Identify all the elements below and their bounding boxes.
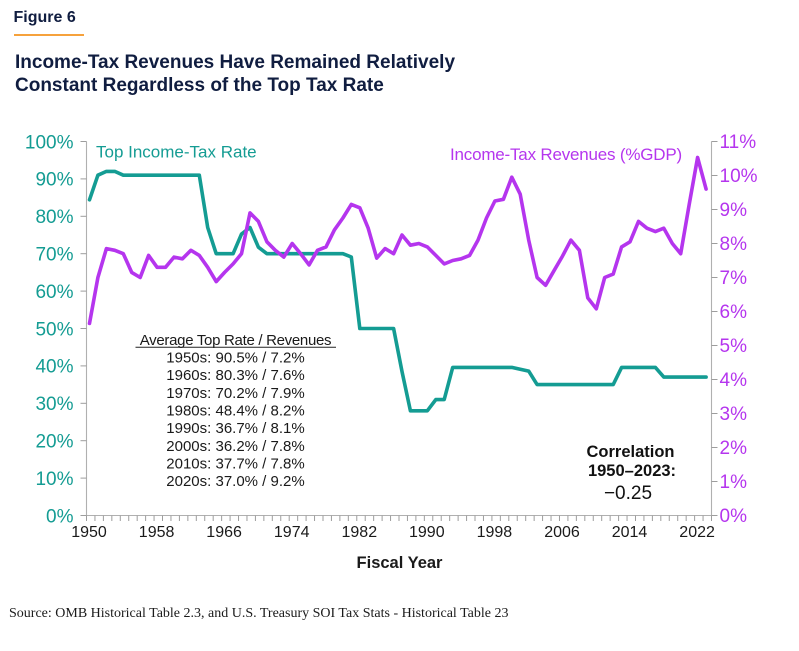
svg-text:0%: 0% [720, 506, 748, 527]
svg-text:1998: 1998 [477, 524, 513, 541]
svg-text:5%: 5% [720, 336, 748, 357]
svg-text:3%: 3% [720, 404, 748, 425]
svg-text:1970s: 70.2% / 7.9%: 1970s: 70.2% / 7.9% [166, 385, 304, 402]
svg-text:Fiscal Year: Fiscal Year [357, 554, 444, 572]
svg-text:2006: 2006 [544, 524, 580, 541]
svg-text:2020s: 37.0% / 9.2%: 2020s: 37.0% / 9.2% [166, 473, 304, 490]
svg-text:−0.25: −0.25 [604, 483, 652, 504]
svg-text:2010s: 37.7% / 7.8%: 2010s: 37.7% / 7.8% [166, 456, 304, 473]
svg-text:9%: 9% [720, 200, 748, 221]
svg-text:100%: 100% [25, 132, 74, 153]
svg-text:1990s: 36.7% / 8.1%: 1990s: 36.7% / 8.1% [166, 420, 304, 437]
svg-text:1980s: 48.4% / 8.2%: 1980s: 48.4% / 8.2% [166, 403, 304, 420]
svg-text:2014: 2014 [612, 524, 648, 541]
svg-text:1974: 1974 [274, 524, 310, 541]
svg-text:Average Top Rate / Revenues: Average Top Rate / Revenues [140, 332, 331, 349]
svg-text:2000s: 36.2% / 7.8%: 2000s: 36.2% / 7.8% [166, 438, 304, 455]
svg-text:1950–2023:: 1950–2023: [588, 462, 676, 480]
svg-text:Correlation: Correlation [586, 443, 674, 461]
svg-text:70%: 70% [35, 245, 73, 266]
svg-text:1958: 1958 [139, 524, 175, 541]
svg-text:80%: 80% [35, 207, 73, 228]
svg-text:Top Income-Tax Rate: Top Income-Tax Rate [96, 143, 257, 162]
svg-text:1950: 1950 [71, 524, 107, 541]
svg-text:7%: 7% [720, 268, 748, 289]
svg-text:1966: 1966 [206, 524, 242, 541]
svg-text:Source: OMB Historical Table 2: Source: OMB Historical Table 2.3, and U.… [9, 606, 508, 621]
svg-text:2022: 2022 [679, 524, 715, 541]
svg-text:1%: 1% [720, 472, 748, 493]
svg-text:8%: 8% [720, 234, 748, 255]
svg-text:60%: 60% [35, 282, 73, 303]
svg-text:11%: 11% [720, 132, 757, 153]
svg-text:1960s: 80.3% / 7.6%: 1960s: 80.3% / 7.6% [166, 367, 304, 384]
svg-text:Income-Tax Revenues (%GDP): Income-Tax Revenues (%GDP) [450, 145, 682, 164]
svg-text:0%: 0% [46, 506, 74, 527]
svg-text:6%: 6% [720, 302, 748, 323]
svg-text:90%: 90% [35, 170, 73, 191]
svg-text:2%: 2% [720, 438, 748, 459]
svg-text:30%: 30% [35, 394, 73, 415]
svg-text:50%: 50% [35, 319, 73, 340]
svg-text:1990: 1990 [409, 524, 445, 541]
svg-text:40%: 40% [35, 357, 73, 378]
svg-text:10%: 10% [35, 469, 73, 490]
svg-text:20%: 20% [35, 432, 73, 453]
svg-text:1982: 1982 [342, 524, 378, 541]
svg-text:1950s: 90.5% / 7.2%: 1950s: 90.5% / 7.2% [166, 350, 304, 367]
svg-text:10%: 10% [720, 166, 758, 187]
svg-text:4%: 4% [720, 370, 748, 391]
